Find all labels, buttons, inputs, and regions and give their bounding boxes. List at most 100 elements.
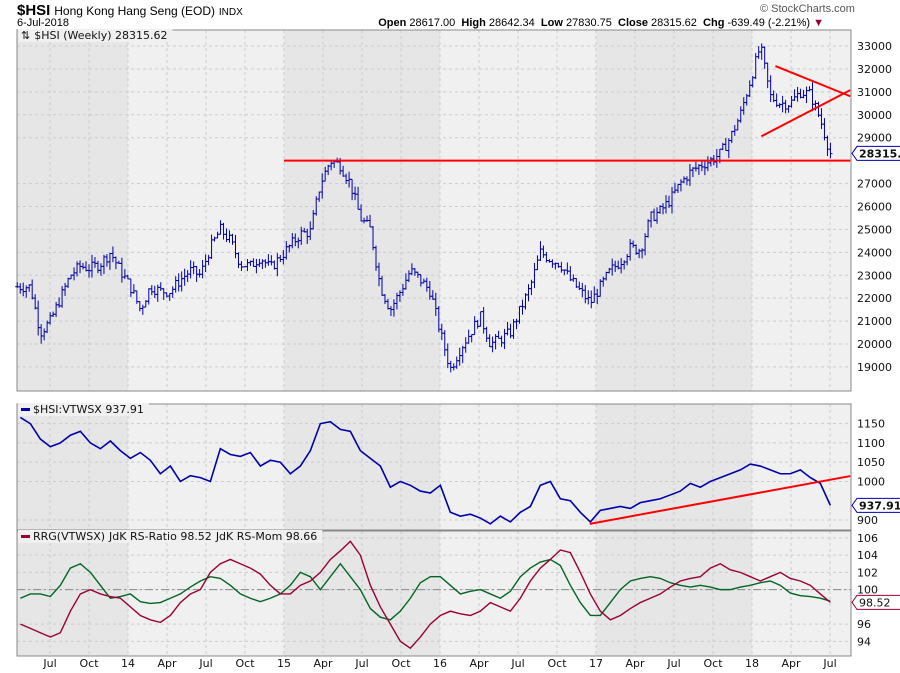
x-tick-label: Jul [666, 657, 680, 670]
y-tick-label: 1100 [857, 437, 885, 450]
open-label: Open [378, 17, 407, 29]
panel-border [16, 530, 852, 657]
rs-ratio-line [20, 540, 831, 650]
low-label: Low [540, 17, 563, 29]
x-tick-label: Apr [781, 657, 801, 670]
tag-shape [851, 145, 900, 161]
triangle-trendline [775, 65, 851, 98]
y-tick-label: 106 [857, 532, 878, 545]
ohlc-icon: ⇅ [21, 29, 30, 42]
rrg-legend-label: RRG(VTWSX) [33, 530, 105, 543]
legend-swatch-icon [21, 408, 30, 411]
tag-label: 937.91 [859, 499, 900, 512]
chg-value: -639.49 (-2.21%) [727, 17, 811, 29]
y-tick-label: 94 [857, 635, 871, 648]
triangle-trendline [760, 89, 851, 138]
tag-shape [851, 594, 900, 610]
chart-title: $HSI Hong Kong Hang Seng (EOD) INDX [17, 2, 243, 19]
legend-background [18, 403, 149, 416]
y-tick-label: 102 [857, 566, 878, 579]
x-tick-label: Oct [235, 657, 255, 670]
legend-background [18, 29, 173, 42]
tag-label: 28315.62 [859, 147, 900, 160]
rrg-legend: RRG(VTWSX) JdK RS-Ratio 98.52 JdK RS-Mom 9… [18, 530, 323, 543]
year-band [17, 404, 128, 530]
down-arrow-icon: ▼ [813, 17, 824, 29]
price-legend-label: $HSI (Weekly) 28315.62 [34, 29, 167, 42]
x-tick-label: Jul [198, 657, 212, 670]
x-tick-label: Apr [625, 657, 645, 670]
ratio-legend-label: $HSI:VTWSX 937.91 [33, 403, 144, 416]
x-tick-label: Apr [157, 657, 177, 670]
y-tick-label: 104 [857, 549, 878, 562]
y-tick-label: 33000 [857, 40, 892, 53]
y-tick-label: 32000 [857, 63, 892, 76]
ohlc-summary: Open 28617.00 High 28642.34 Low 27830.75… [378, 17, 824, 29]
high-label: High [461, 17, 486, 29]
y-tick-label: 20000 [857, 338, 892, 351]
last-value-tag: 28315.62 [851, 145, 900, 161]
y-tick-label: 25000 [857, 223, 892, 236]
x-tick-label: Jul [354, 657, 368, 670]
chart-date: 6-Jul-2018 [17, 17, 69, 29]
y-tick-label: 1150 [857, 418, 885, 431]
ratio-trendline [589, 475, 851, 525]
y-tick-label: 26000 [857, 200, 892, 213]
low-value: 27830.75 [565, 17, 612, 29]
y-tick-label: 100 [857, 584, 878, 597]
x-tick-label: 17 [589, 657, 603, 670]
rs-mom-legend-label: JdK RS-Mom 98.66 [215, 530, 317, 543]
ratio-line [19, 416, 832, 525]
x-tick-label: Jul [510, 657, 524, 670]
panel-border [16, 403, 852, 531]
last-value-tag: 98.52 [851, 594, 900, 610]
last-value-tag: 937.91 [851, 497, 900, 513]
chg-label: Chg [703, 17, 725, 29]
x-tick-label: Apr [469, 657, 489, 670]
y-tick-label: 27000 [857, 178, 892, 191]
open-value: 28617.00 [409, 17, 456, 29]
ratio-legend: $HSI:VTWSX 937.91 [18, 403, 149, 416]
price-legend: ⇅ $HSI (Weekly) 28315.62 [18, 29, 173, 42]
year-band [17, 30, 128, 391]
legend-swatch-icon [21, 535, 30, 538]
x-tick-label: Oct [79, 657, 99, 670]
y-tick-label: 96 [857, 618, 871, 631]
x-tick-label: 16 [433, 657, 447, 670]
rs-momentum-line [20, 558, 831, 621]
close-label: Close [618, 17, 648, 29]
symbol: $HSI [17, 2, 51, 19]
close-value: 28315.62 [651, 17, 697, 29]
y-tick-label: 29000 [857, 132, 892, 145]
x-tick-label: Jul [822, 657, 836, 670]
y-tick-label: 21000 [857, 315, 892, 328]
y-tick-label: 24000 [857, 246, 892, 259]
x-tick-label: Jul [42, 657, 56, 670]
x-tick-label: Oct [703, 657, 723, 670]
high-value: 28642.34 [488, 17, 535, 29]
x-tick-label: 15 [277, 657, 291, 670]
y-tick-label: 1050 [857, 456, 885, 469]
y-tick-label: 22000 [857, 292, 892, 305]
x-tick-label: 18 [745, 657, 759, 670]
y-tick-label: 31000 [857, 86, 892, 99]
y-tick-label: 19000 [857, 361, 892, 374]
y-tick-label: 23000 [857, 269, 892, 282]
y-tick-label: 900 [857, 514, 878, 527]
tag-shape [851, 497, 900, 513]
x-tick-label: Apr [313, 657, 333, 670]
y-tick-label: 30000 [857, 109, 892, 122]
exchange: INDX [218, 7, 243, 18]
legend-background [18, 530, 323, 543]
y-tick-label: 1000 [857, 475, 885, 488]
watermark: © StockCharts.com [760, 3, 855, 15]
x-tick-label: Oct [391, 657, 411, 670]
tag-label: 98.52 [859, 596, 891, 609]
rs-ratio-legend-label: JdK RS-Ratio 98.52 [108, 530, 212, 543]
security-name: Hong Kong Hang Seng (EOD) [54, 4, 216, 18]
ohlc-bar [828, 142, 833, 159]
panel-border [16, 29, 852, 392]
x-tick-label: Oct [547, 657, 567, 670]
